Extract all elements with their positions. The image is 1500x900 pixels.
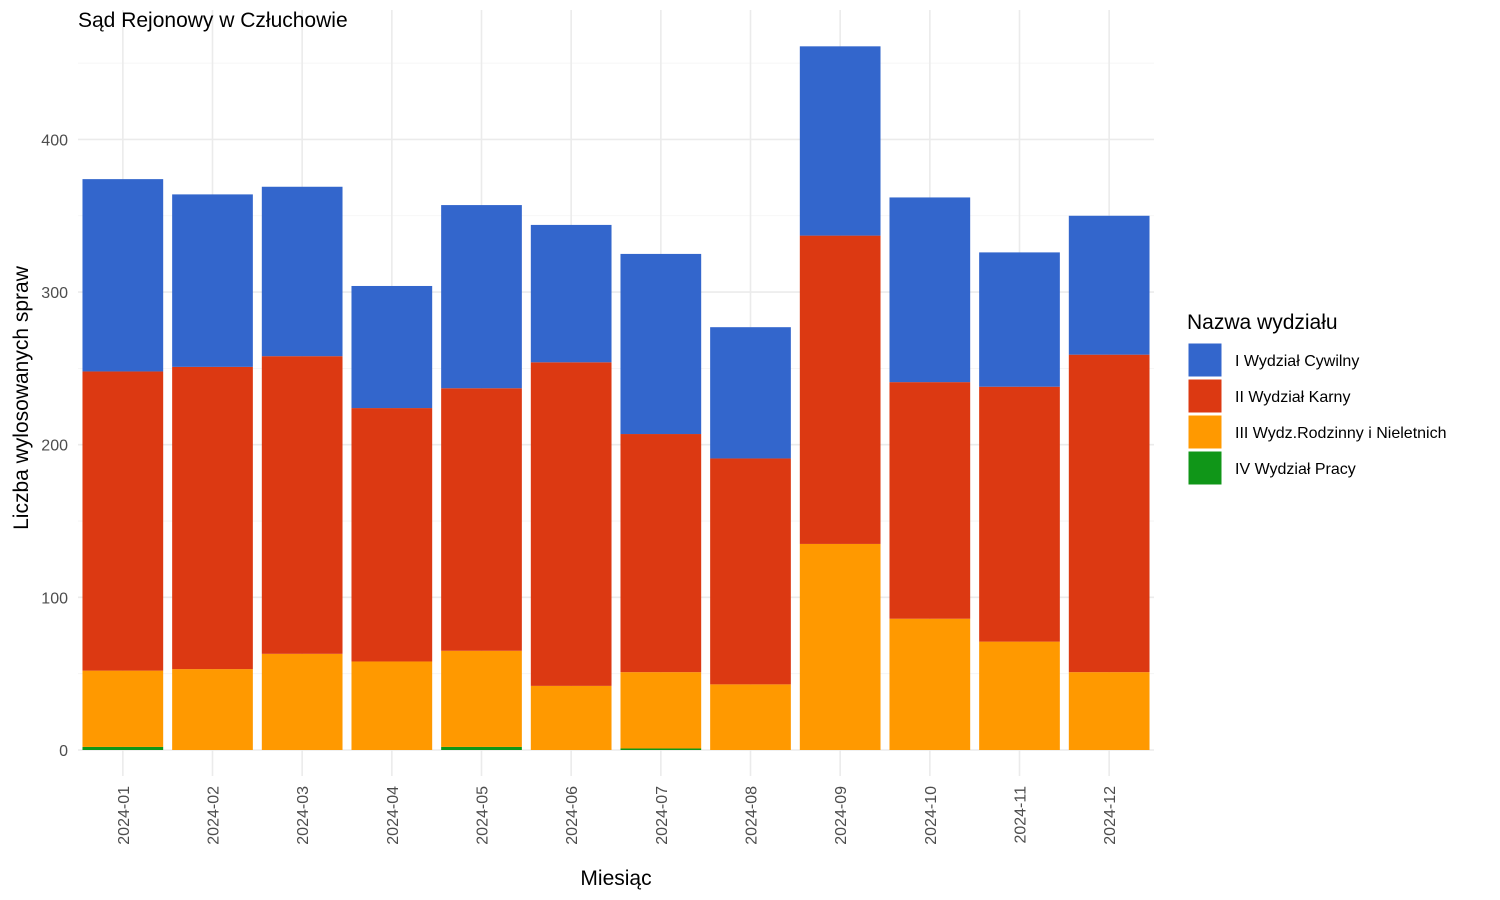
- bar-segment: [530, 685, 612, 750]
- bars: [82, 46, 1150, 750]
- x-tick-label: 2024-09: [833, 786, 850, 845]
- x-tick-label: 2024-06: [564, 786, 581, 845]
- bar-segment: [530, 362, 612, 686]
- legend-title: Nazwa wydziału: [1187, 311, 1338, 334]
- bar-segment: [441, 388, 522, 651]
- bar-segment: [620, 434, 702, 673]
- x-axis: 2024-01 2024-02 2024-03 2024-04 2024-05 2024-…: [116, 786, 1119, 845]
- legend-key: [1187, 450, 1223, 486]
- bar-segment: [441, 205, 522, 389]
- x-tick-label: 2024-11: [1013, 786, 1030, 844]
- y-tick-label: 0: [59, 743, 68, 760]
- bar-segment: [710, 327, 791, 459]
- legend-key: [1187, 414, 1223, 450]
- legend-label: II Wydział Karny: [1235, 389, 1350, 406]
- bar-segment: [1068, 215, 1150, 355]
- bar-segment: [261, 653, 343, 750]
- bar-segment: [889, 382, 971, 619]
- x-tick-label: 2024-10: [923, 786, 940, 845]
- bar-segment: [889, 618, 971, 750]
- bar-segment: [261, 186, 343, 357]
- legend-label: III Wydz.Rodzinny i Nieletnich: [1235, 425, 1447, 442]
- x-tick-label: 2024-08: [744, 786, 761, 845]
- x-tick-label: 2024-12: [1102, 786, 1119, 845]
- bar-segment: [620, 253, 702, 435]
- bar-segment: [351, 661, 433, 750]
- x-tick-label: 2024-02: [206, 786, 223, 845]
- y-axis: 0 100 200 300 400: [41, 132, 68, 760]
- bar-segment: [82, 371, 164, 671]
- bar-segment: [441, 650, 522, 747]
- y-tick-label: 200: [41, 438, 68, 455]
- bar-segment: [979, 252, 1060, 387]
- x-tick-label: 2024-04: [385, 786, 402, 845]
- legend-label: I Wydział Cywilny: [1235, 353, 1359, 370]
- x-axis-title: Miesiąc: [580, 867, 651, 890]
- bar-segment: [172, 194, 253, 367]
- bar-segment: [261, 356, 343, 654]
- bar-segment: [1068, 354, 1150, 673]
- bar-segment: [82, 670, 164, 747]
- bar-segment: [799, 235, 881, 544]
- bar-segment: [889, 197, 971, 383]
- y-tick-label: 400: [41, 132, 68, 149]
- y-tick-label: 300: [41, 285, 68, 302]
- legend: Nazwa wydziału I Wydział Cywilny II Wydzi…: [1187, 311, 1447, 486]
- bar-segment: [530, 224, 612, 363]
- bar-segment: [799, 543, 881, 750]
- legend-label: IV Wydział Pracy: [1235, 461, 1356, 478]
- x-tick-label: 2024-01: [116, 786, 133, 845]
- bar-segment: [82, 179, 164, 372]
- bar-segment: [82, 746, 164, 750]
- x-tick-label: 2024-07: [654, 786, 671, 845]
- y-axis-title: Liczba wylosowanych spraw: [10, 265, 33, 530]
- bar-segment: [620, 748, 702, 750]
- x-tick-label: 2024-03: [295, 786, 312, 845]
- bar-segment: [620, 672, 702, 749]
- bar-segment: [441, 746, 522, 750]
- y-tick-label: 100: [41, 590, 68, 607]
- bar-segment: [710, 458, 791, 685]
- bar-segment: [979, 641, 1060, 750]
- bar-segment: [351, 285, 433, 409]
- bar-segment: [172, 669, 253, 750]
- chart-title: Sąd Rejonowy w Człuchowie: [78, 9, 348, 32]
- bar-segment: [172, 366, 253, 670]
- bar-segment: [799, 46, 881, 236]
- legend-key: [1187, 342, 1223, 378]
- x-tick-label: 2024-05: [475, 786, 492, 845]
- bar-segment: [1068, 672, 1150, 750]
- legend-key: [1187, 378, 1223, 414]
- bar-segment: [351, 408, 433, 662]
- bar-segment: [979, 386, 1060, 642]
- bar-segment: [710, 684, 791, 750]
